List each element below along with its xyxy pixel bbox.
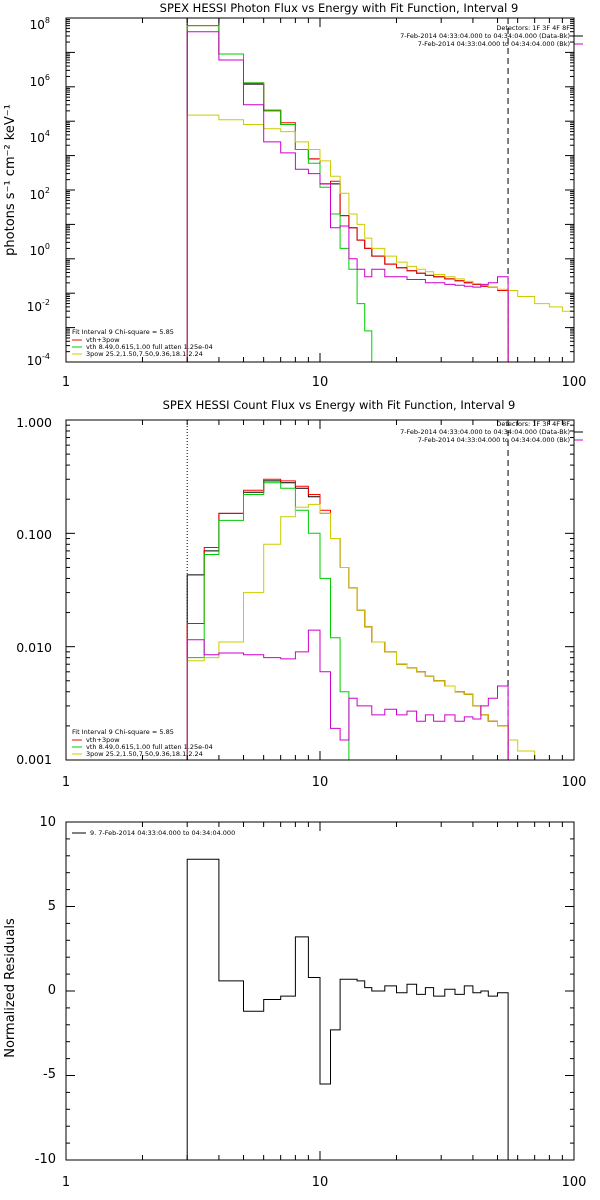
detectors-label: Detectors: 1F 3F 4F 8F	[496, 420, 570, 428]
x-tick-label: 10	[312, 775, 329, 790]
x-tick-label: 1	[62, 375, 70, 390]
y-tick-label: 106	[30, 73, 50, 89]
residuals-xticks: 1 10 100	[62, 1175, 587, 1190]
series-line-4	[186, 629, 509, 760]
count-flux-legend: Fit Interval 9 Chi-square = 5.85 vth+3po…	[72, 728, 213, 758]
y-tick-label: 100	[30, 242, 50, 258]
count-flux-panel: SPEX HESSI Count Flux vs Energy with Fit…	[16, 398, 586, 790]
series-line-2	[186, 25, 373, 362]
photon-flux-ylabel: photons s⁻¹ cm⁻² keV⁻¹	[3, 104, 18, 256]
x-tick-label: 10	[312, 375, 329, 390]
count-flux-yticks: 0.001 0.010 0.100 1.000	[16, 415, 52, 767]
legend-green-label: vth 8.49,0.615,1.00 full atten 1.25e-04	[86, 343, 213, 351]
y-tick-label: 1.000	[16, 415, 52, 430]
y-tick-label: 10-4	[27, 352, 50, 368]
y-tick-label: 104	[30, 129, 50, 145]
residual-interval-label: 9. 7-Feb-2014 04:33:04.000 to 04:34:04.0…	[90, 829, 235, 837]
series-line-3	[186, 114, 575, 362]
fit-interval-label: Fit Interval 9 Chi-square = 5.85	[72, 728, 174, 736]
count-flux-xticks: 1 10 100	[62, 775, 587, 790]
series-line-2	[186, 482, 358, 761]
x-tick-label: 1	[62, 775, 70, 790]
y-tick-label: 108	[30, 16, 50, 32]
legend-green-label: vth 8.49,0.615,1.00 full atten 1.25e-04	[86, 743, 213, 751]
y-tick-label: 10	[39, 815, 56, 830]
series-line-0	[186, 858, 509, 1160]
series-line-3	[186, 503, 550, 761]
x-tick-label: 100	[562, 375, 587, 390]
photon-flux-title: SPEX HESSI Photon Flux vs Energy with Fi…	[160, 1, 519, 15]
fit-interval-label: Fit Interval 9 Chi-square = 5.85	[72, 328, 174, 336]
residuals-yticks: -10 -5 0 5 10	[35, 815, 56, 1167]
series-line-4	[186, 31, 509, 362]
photon-flux-legend: Fit Interval 9 Chi-square = 5.85 vth+3po…	[72, 328, 213, 358]
y-tick-label: 0.100	[16, 527, 52, 542]
legend-yellow-label: 3pow 25.2,1.50,7.50,9.36,18.1,2.24	[86, 350, 203, 358]
residuals-panel: Normalized Residuals -10 -5 0 5 10 1 10 …	[3, 815, 586, 1190]
y-tick-label: 0	[48, 983, 56, 998]
photon-flux-header: Detectors: 1F 3F 4F 8F 7-Feb-2014 04:33:…	[400, 24, 583, 48]
x-tick-label: 100	[562, 1175, 587, 1190]
legend-red-label: vth+3pow	[86, 336, 120, 344]
residuals-legend: 9. 7-Feb-2014 04:33:04.000 to 04:34:04.0…	[72, 829, 235, 837]
plot-frame	[65, 419, 575, 761]
interval-data-label: 7-Feb-2014 04:33:04.000 to 04:34:04.000 …	[400, 428, 570, 436]
interval-data-label: 7-Feb-2014 04:33:04.000 to 04:34:04.000 …	[400, 32, 570, 40]
x-tick-label: 100	[562, 775, 587, 790]
interval-bk-label: 7-Feb-2014 04:33:04.000 to 04:34:04.000 …	[418, 40, 570, 48]
detectors-label: Detectors: 1F 3F 4F 8F	[496, 24, 570, 32]
series-line-0	[186, 480, 509, 760]
plot-layer	[65, 17, 575, 1161]
plot-frame	[65, 17, 575, 363]
x-tick-label: 10	[312, 1175, 329, 1190]
count-flux-title: SPEX HESSI Count Flux vs Energy with Fit…	[163, 398, 516, 412]
x-tick-label: 1	[62, 1175, 70, 1190]
y-tick-label: 102	[30, 186, 50, 202]
photon-flux-xticks: 1 10 100	[62, 375, 587, 390]
y-tick-label: 5	[48, 899, 56, 914]
series-line-1	[186, 478, 509, 760]
legend-yellow-label: 3pow 25.2,1.50,7.50,9.36,18.1,2.24	[86, 750, 203, 758]
count-flux-header: Detectors: 1F 3F 4F 8F 7-Feb-2014 04:33:…	[400, 420, 583, 444]
photon-flux-yticks: 10-4 10-2 100 102 104 106 108	[27, 16, 50, 368]
y-tick-label: -5	[43, 1067, 56, 1082]
legend-red-label: vth+3pow	[86, 736, 120, 744]
y-tick-label: 10-2	[27, 298, 50, 314]
photon-flux-panel: SPEX HESSI Photon Flux vs Energy with Fi…	[3, 1, 586, 390]
y-tick-label: 0.010	[16, 640, 52, 655]
residuals-ylabel: Normalized Residuals	[3, 918, 18, 1058]
y-tick-label: 0.001	[16, 752, 52, 767]
y-tick-label: -10	[35, 1152, 56, 1167]
series-line-0	[186, 17, 509, 362]
interval-bk-label: 7-Feb-2014 04:33:04.000 to 04:34:04.000 …	[418, 436, 570, 444]
